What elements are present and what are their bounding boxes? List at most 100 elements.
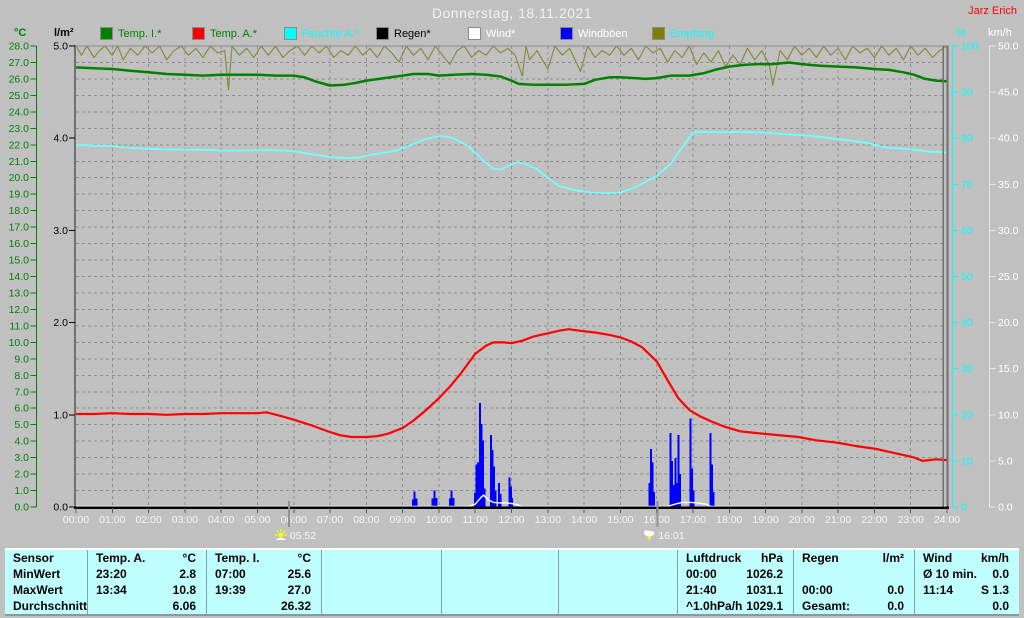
axis-temp-tick-label: 20.0 bbox=[9, 172, 30, 184]
row-label-cell: MinWert bbox=[5, 566, 88, 582]
axis-humidity-tick-label: 40 bbox=[961, 317, 973, 329]
time-tick-label: 20:00 bbox=[789, 514, 815, 526]
axis-unit-rain: l/m² bbox=[54, 27, 74, 39]
table-cell: 6.06 bbox=[88, 598, 207, 614]
cell-value: 1031.1 bbox=[746, 583, 783, 597]
col-header-unit: °C bbox=[182, 551, 196, 565]
series-temp-a bbox=[74, 328, 949, 462]
axis-rain-tick-label: 5.0 bbox=[53, 41, 68, 53]
time-tick-label: 19:00 bbox=[752, 514, 778, 526]
axis-temp-tick-label: 12.0 bbox=[9, 304, 30, 316]
series-wind bbox=[75, 494, 948, 508]
axis-wind-tick-label: 10.0 bbox=[998, 409, 1019, 421]
legend: Temp. I.* Temp. A.* Feuchte A.* Regen* Wind*… bbox=[0, 27, 1024, 41]
col-header-luftdruck: Luftdruck hPa bbox=[678, 550, 794, 566]
table-cell: 00:00 0.0 bbox=[794, 582, 915, 598]
col-header-name: Sensor bbox=[13, 551, 54, 565]
axis-temp-tick-label: 6.0 bbox=[14, 403, 29, 415]
legend-item-temp-i: Temp. I.* bbox=[100, 27, 161, 40]
table-cell bbox=[322, 566, 442, 582]
legend-swatch-regen bbox=[376, 27, 389, 40]
cell-time: Ø 10 min. bbox=[923, 567, 978, 581]
axis-temp-tick-label: 11.0 bbox=[9, 320, 29, 332]
chart-plot: 0.0 1.0 2.0 3.0 4.0 5.0 6.0 7.0 8.0 9.0 10.0 11.0 12… bbox=[9, 41, 1019, 543]
table-cell: 23:20 2.8 bbox=[88, 566, 207, 582]
col-header-empty-5 bbox=[559, 550, 678, 566]
axis-humidity-tick-label: 30 bbox=[961, 363, 973, 375]
legend-item-empfang: Empfang bbox=[652, 27, 714, 40]
axis-humidity-tick-label: 70 bbox=[961, 179, 973, 191]
col-header-name: Wind bbox=[923, 551, 953, 565]
row-label: MaxWert bbox=[13, 583, 63, 597]
col-header-sensor: Sensor bbox=[5, 550, 88, 566]
col-header-name: Temp. A. bbox=[96, 551, 146, 565]
sunrise-time-label: 05:52 bbox=[290, 530, 316, 542]
table-cell bbox=[559, 582, 678, 598]
station-owner-label: Jarz Erich bbox=[968, 5, 1017, 17]
page-title: Donnerstag, 18.11.2021 bbox=[431, 5, 593, 21]
table-cell bbox=[322, 598, 442, 614]
legend-label-feuchte-a: Feuchte A.* bbox=[302, 27, 359, 40]
col-header-unit: km/h bbox=[980, 551, 1009, 565]
sunset-time-label: 16:01 bbox=[658, 530, 684, 542]
axis-wind-tick-label: 40.0 bbox=[998, 133, 1019, 145]
time-tick-label: 21:00 bbox=[825, 514, 851, 526]
row-label: MinWert bbox=[13, 567, 61, 581]
sunrise-icon-ray bbox=[282, 530, 286, 533]
table-cell: 07:00 25.6 bbox=[207, 566, 322, 582]
axis-temp-tick-label: 26.0 bbox=[9, 73, 30, 85]
legend-swatch-feuchte-a bbox=[284, 27, 297, 40]
legend-label-temp-i: Temp. I.* bbox=[118, 27, 162, 40]
axis-temp-tick-label: 22.0 bbox=[9, 139, 30, 151]
time-tick-label: 10:00 bbox=[426, 514, 452, 526]
cell-value: 10.8 bbox=[172, 583, 196, 597]
cell-time: 13:34 bbox=[96, 583, 127, 597]
cell-value: 2.8 bbox=[179, 567, 196, 581]
table-cell: 19:39 27.0 bbox=[207, 582, 322, 598]
legend-label-regen: Regen* bbox=[394, 27, 431, 40]
table-cell: Ø 10 min. 0.0 bbox=[915, 566, 1019, 582]
legend-item-temp-a: Temp. A.* bbox=[192, 27, 257, 40]
axis-temp-tick-label: 19.0 bbox=[9, 189, 30, 201]
table-cell: 21:40 1031.1 bbox=[678, 582, 794, 598]
series-temp-i bbox=[74, 61, 949, 87]
time-tick-label: 06:00 bbox=[281, 514, 307, 526]
cell-value: S 1.3 bbox=[980, 583, 1009, 597]
legend-label-wind: Wind* bbox=[486, 27, 516, 40]
axis-temp-tick-label: 2.0 bbox=[14, 469, 29, 481]
time-tick-label: 08:00 bbox=[353, 514, 379, 526]
cell-value: 0.0 bbox=[992, 599, 1009, 613]
cell-value: 0.0 bbox=[887, 583, 904, 597]
legend-swatch-wind bbox=[468, 27, 481, 40]
axis-unit-wind: km/h bbox=[988, 27, 1012, 39]
col-header-unit: °C bbox=[297, 551, 311, 565]
axis-temp-tick-label: 13.0 bbox=[9, 287, 30, 299]
time-tick-label: 02:00 bbox=[135, 514, 161, 526]
axis-temp-tick-label: 23.0 bbox=[9, 123, 30, 135]
legend-item-wind: Wind* bbox=[468, 27, 515, 40]
cell-time: 07:00 bbox=[215, 567, 246, 581]
axis-unit-temp-c: °C bbox=[14, 27, 27, 39]
legend-swatch-temp-i bbox=[100, 27, 113, 40]
axis-wind-tick-label: 35.0 bbox=[998, 179, 1019, 191]
table-cell: 11:14 S 1.3 bbox=[915, 582, 1019, 598]
col-header-temp-i: Temp. I. °C bbox=[207, 550, 322, 566]
legend-label-empfang: Empfang bbox=[670, 27, 715, 40]
axis-wind-tick-label: 45.0 bbox=[998, 87, 1019, 99]
col-header-unit: hPa bbox=[760, 551, 783, 565]
table-cell bbox=[442, 566, 559, 582]
axis-temp-tick-label: 8.0 bbox=[14, 370, 29, 382]
col-header-name: Luftdruck bbox=[686, 551, 742, 565]
axis-rain-tick-label: 3.0 bbox=[53, 225, 68, 237]
sunrise-icon-horizon bbox=[275, 537, 286, 540]
legend-swatch-temp-a bbox=[192, 27, 205, 40]
sunset-icon-cloud bbox=[644, 530, 649, 535]
time-tick-label: 15:00 bbox=[607, 514, 633, 526]
col-header-empty-3 bbox=[322, 550, 442, 566]
time-tick-label: 17:00 bbox=[680, 514, 706, 526]
table-cell bbox=[559, 598, 678, 614]
axis-rain-tick-label: 1.0 bbox=[53, 409, 68, 421]
col-header-name: Regen bbox=[802, 551, 839, 565]
axis-humidity-tick-label: 60 bbox=[961, 225, 973, 237]
cell-value: 1029.1 bbox=[746, 599, 783, 613]
